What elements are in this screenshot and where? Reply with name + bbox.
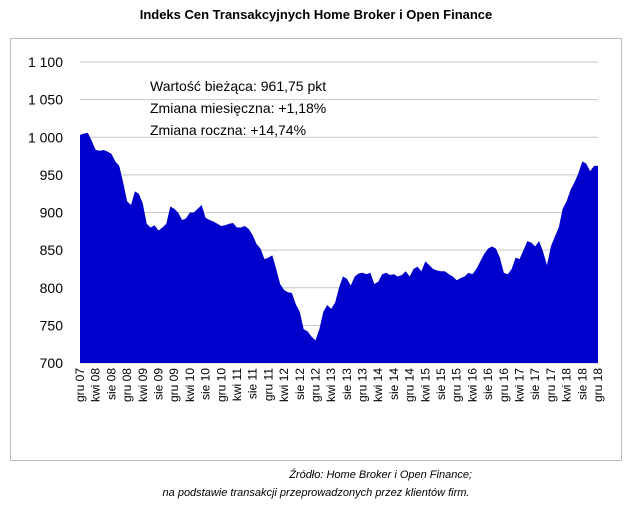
annotation: Zmiana miesięczna: +1,18% bbox=[150, 100, 326, 116]
x-tick-label: kwi 17 bbox=[513, 368, 527, 402]
x-tick-label: gru 09 bbox=[167, 368, 181, 402]
area bbox=[80, 132, 598, 363]
x-tick-label: gru 10 bbox=[214, 368, 228, 402]
y-tick-label: 800 bbox=[40, 280, 64, 296]
chart-title: Indeks Cen Transakcyjnych Home Broker i … bbox=[140, 7, 493, 22]
chart-frame bbox=[10, 38, 622, 461]
x-tick-label: gru 08 bbox=[120, 368, 134, 402]
x-tick-label: sie 12 bbox=[293, 368, 307, 400]
x-tick-label: gru 11 bbox=[261, 368, 275, 401]
annotation: Wartość bieżąca: 961,75 pkt bbox=[150, 78, 326, 94]
x-tick-label: sie 14 bbox=[387, 368, 401, 400]
y-tick-label: 700 bbox=[40, 355, 64, 371]
x-tick-label: sie 10 bbox=[199, 368, 213, 400]
x-tick-label: kwi 14 bbox=[371, 368, 385, 402]
x-tick-label: sie 08 bbox=[104, 368, 118, 400]
x-tick-label: gru 18 bbox=[591, 368, 605, 402]
x-tick-label: sie 13 bbox=[340, 368, 354, 400]
x-tick-label: kwi 18 bbox=[560, 368, 574, 402]
x-tick-label: kwi 12 bbox=[277, 368, 291, 402]
x-tick-label: gru 07 bbox=[73, 368, 87, 402]
x-tick-label: gru 12 bbox=[308, 368, 322, 402]
x-tick-label: gru 13 bbox=[356, 368, 370, 402]
source-line: Źródło: Home Broker i Open Finance; bbox=[288, 468, 472, 481]
x-tick-label: kwi 10 bbox=[183, 368, 197, 402]
x-tick-label: kwi 13 bbox=[324, 368, 338, 402]
x-tick-label: kwi 15 bbox=[418, 368, 432, 402]
x-tick-label: sie 16 bbox=[481, 368, 495, 400]
x-tick-label: sie 11 bbox=[246, 368, 260, 399]
x-tick-label: sie 18 bbox=[575, 368, 589, 400]
y-tick-label: 1 100 bbox=[28, 54, 63, 70]
x-tick-label: gru 14 bbox=[403, 368, 417, 402]
x-tick-label: kwi 11 bbox=[230, 368, 244, 401]
x-tick-label: gru 15 bbox=[450, 368, 464, 402]
x-tick-label: kwi 16 bbox=[465, 368, 479, 402]
x-tick-label: sie 17 bbox=[528, 368, 542, 400]
source-line: na podstawie transakcji przeprowadzonych… bbox=[163, 487, 470, 499]
x-tick-label: kwi 08 bbox=[89, 368, 103, 402]
y-tick-label: 950 bbox=[40, 167, 64, 183]
y-tick-label: 900 bbox=[40, 205, 64, 221]
x-tick-label: kwi 09 bbox=[136, 368, 150, 402]
x-tick-label: gru 16 bbox=[497, 368, 511, 402]
y-tick-label: 1 050 bbox=[28, 92, 63, 108]
x-tick-label: sie 15 bbox=[434, 368, 448, 400]
y-tick-label: 850 bbox=[40, 242, 64, 258]
y-tick-label: 750 bbox=[40, 317, 64, 333]
x-tick-label: gru 17 bbox=[544, 368, 558, 402]
y-tick-label: 1 000 bbox=[28, 129, 63, 145]
annotation: Zmiana roczna: +14,74% bbox=[150, 122, 306, 138]
x-tick-label: sie 09 bbox=[151, 368, 165, 400]
